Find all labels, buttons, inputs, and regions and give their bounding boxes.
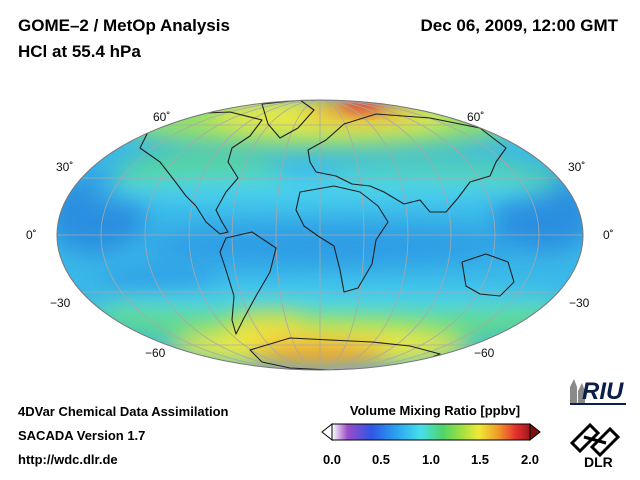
lat-label-eq-right: 0˚ xyxy=(603,228,614,242)
lat-label-eq-left: 0˚ xyxy=(26,228,37,242)
title-line-1: GOME–2 / MetOp Analysis xyxy=(18,16,230,35)
lat-label-60s-right: −60 xyxy=(474,346,495,360)
colorbar-title: Volume Mixing Ratio [ppbv] xyxy=(349,403,521,418)
cyan-band-south xyxy=(90,288,570,312)
dlr-logo: DLR xyxy=(569,422,621,470)
dlr-logo-text: DLR xyxy=(584,454,613,470)
lat-label-60n-left: 60˚ xyxy=(153,110,171,124)
meridian-90 xyxy=(188,100,452,370)
colorbar-tick-3: 1.5 xyxy=(470,452,490,467)
footer-url: http://wdc.dlr.de xyxy=(18,452,118,467)
coastline-australia xyxy=(461,253,515,297)
meridian-60 xyxy=(231,100,409,370)
map-outline xyxy=(56,99,584,371)
blue-zone-equator xyxy=(140,223,520,267)
coastline-south-america xyxy=(219,231,277,335)
dlr-logo-mark xyxy=(569,422,621,458)
lat-label-30s-left: −30 xyxy=(50,296,71,310)
colorbar-max-arrow xyxy=(529,422,541,442)
date-label: Dec 06, 2009, 12:00 GMT xyxy=(420,16,618,35)
colorbar-tick-2: 1.0 xyxy=(421,452,441,467)
colorbar-tick-4: 2.0 xyxy=(520,452,540,467)
riu-logo: RIU xyxy=(570,378,626,405)
coastline-greenland xyxy=(261,100,315,139)
lat-label-60s-left: −60 xyxy=(145,346,166,360)
lat-label-60n-right: 60˚ xyxy=(467,110,485,124)
colorbar-gradient xyxy=(331,423,531,441)
coastline-europe-asia xyxy=(307,113,507,213)
coastline-africa xyxy=(295,185,389,293)
meridian-150 xyxy=(100,100,540,370)
meridian-30 xyxy=(275,100,365,370)
footer-method: 4DVar Chemical Data Assimilation xyxy=(18,404,229,419)
lat-label-30n-left: 30˚ xyxy=(56,160,74,174)
lat-label-30s-right: −30 xyxy=(569,296,590,310)
graticule xyxy=(57,100,583,370)
riu-logo-text: RIU xyxy=(582,378,624,405)
title-line-2: HCl at 55.4 hPa xyxy=(18,42,141,61)
colorbar-min-arrow xyxy=(321,422,333,442)
south-tongue-yellow xyxy=(230,313,310,337)
lat-label-30n-right: 30˚ xyxy=(568,160,586,174)
coastline-north-america xyxy=(139,111,263,235)
footer-version: SACADA Version 1.7 xyxy=(18,428,146,443)
colorbar-tick-1: 0.5 xyxy=(371,452,391,467)
riu-logo-mark xyxy=(570,379,585,403)
meridian-120 xyxy=(144,100,496,370)
colorbar xyxy=(321,422,541,442)
colorbar-tick-0: 0.0 xyxy=(322,452,342,467)
